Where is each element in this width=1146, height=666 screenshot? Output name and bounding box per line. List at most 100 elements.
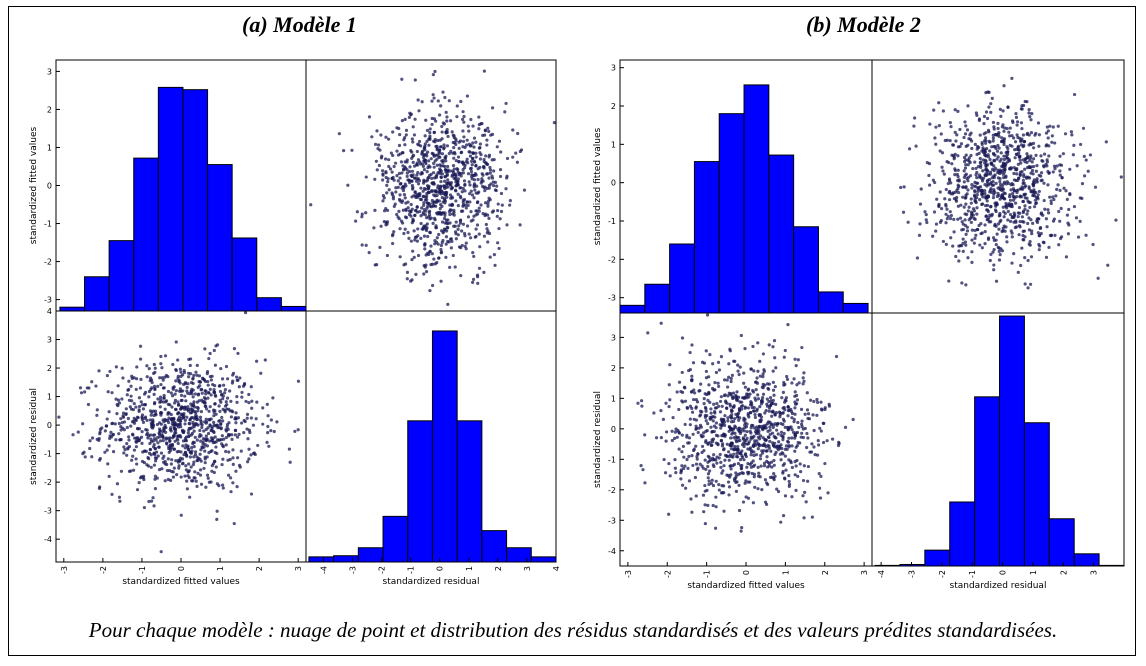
scatter-point <box>1032 164 1036 169</box>
hist-bar <box>431 330 458 563</box>
scatter-point <box>682 385 687 389</box>
scatter-point <box>714 421 718 425</box>
scatter-point <box>800 425 804 429</box>
x-tick-label: -1 <box>968 570 977 578</box>
scatter-point <box>975 152 979 157</box>
scatter-point <box>129 394 133 398</box>
scatter-point <box>992 247 996 252</box>
y-axis-label-fitted: standardized fitted values <box>593 128 603 246</box>
scatter-point <box>984 164 988 169</box>
scatter-point <box>962 160 967 164</box>
scatter-point <box>469 189 473 193</box>
scatter-point <box>1008 219 1013 223</box>
scatter-point <box>448 203 452 207</box>
scatter-point <box>1033 190 1037 194</box>
scatter-point <box>181 444 185 448</box>
scatter-point <box>1039 171 1044 175</box>
scatter-point <box>970 146 974 151</box>
scatter-point <box>952 217 956 222</box>
scatter-point <box>797 381 801 385</box>
scatter-point <box>189 402 193 406</box>
scatter-point <box>765 449 769 453</box>
scatter-point <box>739 333 743 338</box>
scatter-point <box>1046 129 1050 133</box>
scatter-point <box>915 256 920 260</box>
scatter-point <box>970 260 974 265</box>
scatter-point <box>931 234 935 238</box>
scatter-point <box>1003 168 1007 172</box>
scatter-point <box>440 220 445 224</box>
scatter-point <box>757 424 761 429</box>
scatter-point <box>179 513 183 517</box>
scatter-point <box>107 410 111 414</box>
scatter-point <box>148 447 152 452</box>
scatter-point <box>1042 152 1047 156</box>
scatter-point <box>817 486 822 490</box>
scatter-point <box>782 476 787 480</box>
scatter-point <box>795 444 799 448</box>
scatter-point <box>999 151 1003 155</box>
scatter-point <box>485 138 489 142</box>
scatter-point <box>97 458 102 462</box>
x-tick-label: -2 <box>99 566 108 574</box>
scatter-point <box>806 436 810 440</box>
scatter-point <box>486 199 491 203</box>
scatter-point <box>1026 131 1030 135</box>
scatter-point <box>141 476 145 480</box>
scatter-point <box>451 253 455 258</box>
scatter-point <box>952 230 956 234</box>
scatter-point <box>442 146 446 150</box>
scatter-point <box>138 476 143 480</box>
scatter-point <box>436 138 440 143</box>
hist-bar <box>182 89 209 312</box>
scatter-point <box>702 396 706 401</box>
scatter-point <box>801 382 805 386</box>
scatter-point <box>690 390 694 394</box>
scatter-point <box>105 417 109 421</box>
scatter-point <box>1014 115 1019 120</box>
scatter-point <box>746 388 750 392</box>
scatter-point <box>773 435 777 440</box>
scatter-point <box>444 159 448 163</box>
scatter-point <box>400 77 404 81</box>
scatter-point <box>122 445 126 449</box>
scatter-point <box>402 231 406 236</box>
scatter-point <box>727 493 731 497</box>
scatter-point <box>155 450 159 454</box>
scatter-point <box>192 455 196 459</box>
scatter-point <box>423 265 427 269</box>
scatter-point <box>812 445 816 449</box>
scatter-point <box>235 400 239 404</box>
scatter-point <box>988 170 993 174</box>
fitted-histogram <box>59 86 307 312</box>
scatter-point <box>107 474 111 479</box>
scatter-point <box>444 255 448 259</box>
scatter-point <box>424 118 428 122</box>
scatter-point <box>1064 255 1069 259</box>
scatter-point <box>416 98 420 102</box>
scatter-point <box>373 263 377 267</box>
scatter-point <box>1012 252 1016 256</box>
hist-bar <box>333 555 359 563</box>
scatter-point <box>732 452 736 456</box>
scatter-point <box>158 395 163 399</box>
scatter-point <box>701 434 705 438</box>
scatter-point <box>747 395 751 399</box>
scatter-point <box>456 227 460 231</box>
scatter-point <box>108 434 112 438</box>
scatter-point <box>391 153 395 158</box>
scatter-point <box>221 397 225 401</box>
scatter-point <box>1032 178 1036 182</box>
scatter-point <box>1028 115 1032 119</box>
scatter-point <box>975 212 979 216</box>
scatter-point <box>153 386 157 391</box>
scatter-point <box>1029 130 1034 135</box>
x-tick-label: 3 <box>523 566 532 571</box>
scatter-point <box>193 470 197 474</box>
scatter-point <box>212 470 216 475</box>
scatter-point <box>105 448 109 452</box>
scatter-point <box>475 209 479 213</box>
scatter-point <box>983 136 988 140</box>
scatter-point <box>736 461 741 466</box>
